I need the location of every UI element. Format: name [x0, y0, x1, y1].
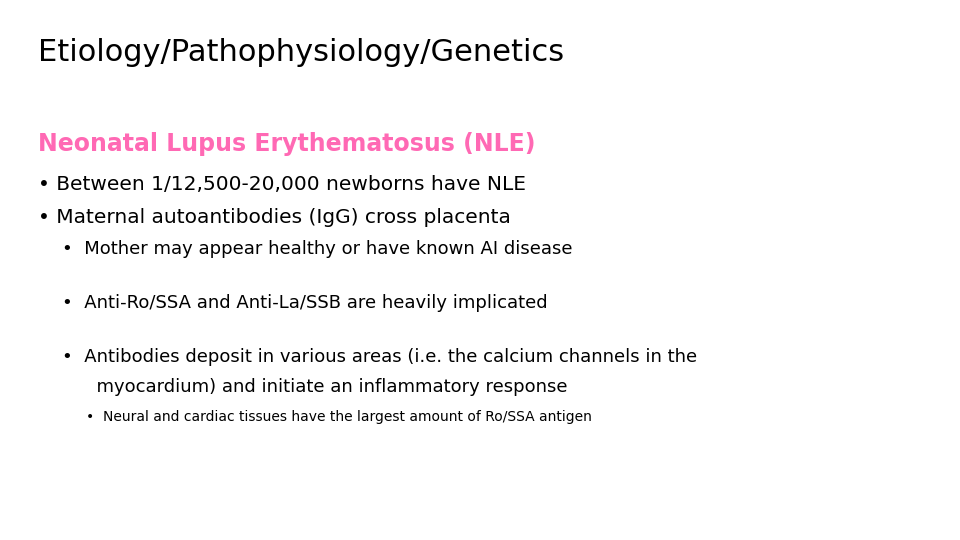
Text: •  Antibodies deposit in various areas (i.e. the calcium channels in the: • Antibodies deposit in various areas (i… — [62, 348, 698, 366]
Text: • Between 1/12,500-20,000 newborns have NLE: • Between 1/12,500-20,000 newborns have … — [38, 176, 526, 194]
Text: •  Neural and cardiac tissues have the largest amount of Ro/SSA antigen: • Neural and cardiac tissues have the la… — [86, 410, 592, 424]
Text: •  Anti-Ro/SSA and Anti-La/SSB are heavily implicated: • Anti-Ro/SSA and Anti-La/SSB are heavil… — [62, 294, 548, 312]
Text: Neonatal Lupus Erythematosus (NLE): Neonatal Lupus Erythematosus (NLE) — [38, 132, 536, 156]
Text: •  Mother may appear healthy or have known AI disease: • Mother may appear healthy or have know… — [62, 240, 573, 258]
Text: Etiology/Pathophysiology/Genetics: Etiology/Pathophysiology/Genetics — [38, 38, 564, 67]
Text: • Maternal autoantibodies (IgG) cross placenta: • Maternal autoantibodies (IgG) cross pl… — [38, 208, 512, 227]
Text: myocardium) and initiate an inflammatory response: myocardium) and initiate an inflammatory… — [62, 378, 568, 396]
